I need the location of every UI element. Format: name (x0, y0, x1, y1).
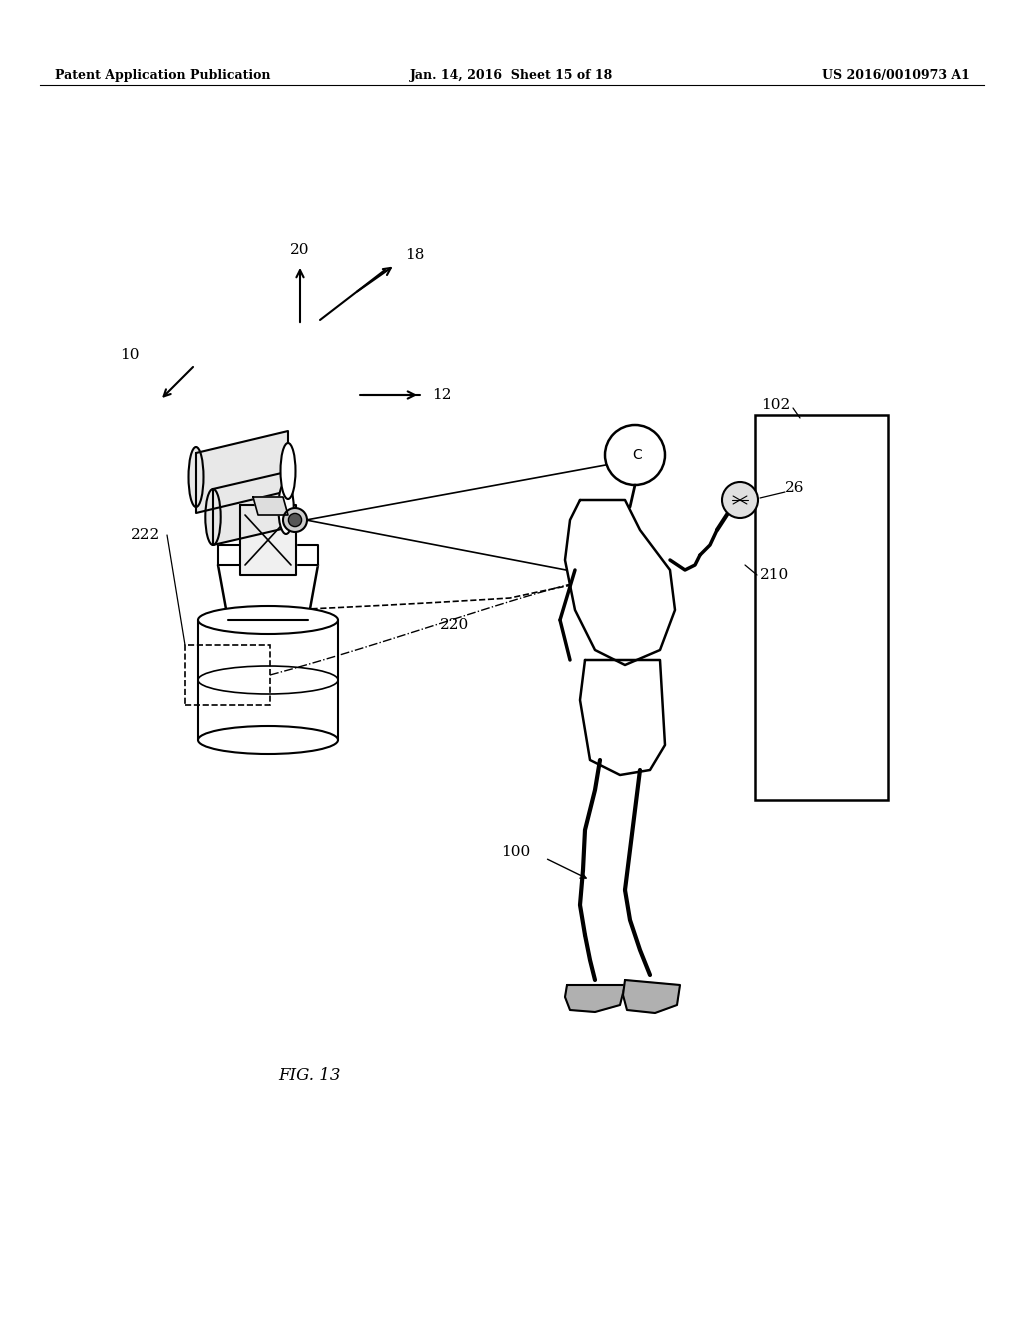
Polygon shape (580, 660, 665, 775)
Bar (755, 414, 888, 800)
Polygon shape (218, 545, 318, 565)
Text: 20: 20 (290, 243, 309, 257)
Text: 102: 102 (761, 399, 790, 412)
Polygon shape (253, 498, 288, 515)
Polygon shape (213, 473, 286, 545)
Polygon shape (240, 506, 296, 576)
Text: 210: 210 (760, 568, 790, 582)
Circle shape (289, 513, 302, 527)
Ellipse shape (188, 447, 204, 507)
Text: Jan. 14, 2016  Sheet 15 of 18: Jan. 14, 2016 Sheet 15 of 18 (411, 69, 613, 82)
Text: 18: 18 (406, 248, 424, 261)
Text: 12: 12 (432, 388, 452, 403)
Text: 220: 220 (440, 618, 469, 632)
Text: 222: 222 (131, 528, 160, 543)
Polygon shape (565, 500, 675, 665)
Text: 100: 100 (501, 845, 530, 859)
Ellipse shape (205, 488, 221, 545)
Text: FIG. 13: FIG. 13 (279, 1067, 341, 1084)
Circle shape (605, 425, 665, 484)
Bar (185, 645, 270, 705)
Polygon shape (565, 985, 625, 1012)
Circle shape (722, 482, 758, 517)
Ellipse shape (279, 482, 294, 535)
Text: Patent Application Publication: Patent Application Publication (55, 69, 270, 82)
Ellipse shape (281, 444, 296, 499)
Ellipse shape (198, 606, 338, 634)
Polygon shape (196, 432, 288, 513)
Polygon shape (623, 979, 680, 1012)
Text: 26: 26 (785, 480, 805, 495)
Text: 10: 10 (121, 348, 140, 362)
Circle shape (283, 508, 307, 532)
Text: US 2016/0010973 A1: US 2016/0010973 A1 (822, 69, 970, 82)
Ellipse shape (198, 726, 338, 754)
Text: C: C (632, 447, 642, 462)
